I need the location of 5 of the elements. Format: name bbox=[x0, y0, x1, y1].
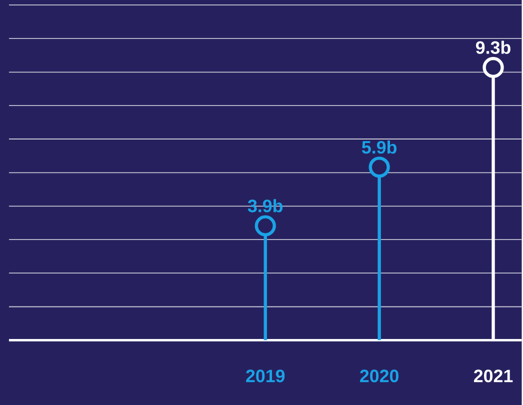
data-label: 9.3b bbox=[476, 40, 510, 54]
x-tick-label: 2019 bbox=[246, 370, 285, 382]
data-label: 5.9b bbox=[362, 140, 396, 154]
x-tick-label: 2020 bbox=[360, 370, 398, 382]
x-tick-label: 2021 bbox=[474, 370, 513, 382]
